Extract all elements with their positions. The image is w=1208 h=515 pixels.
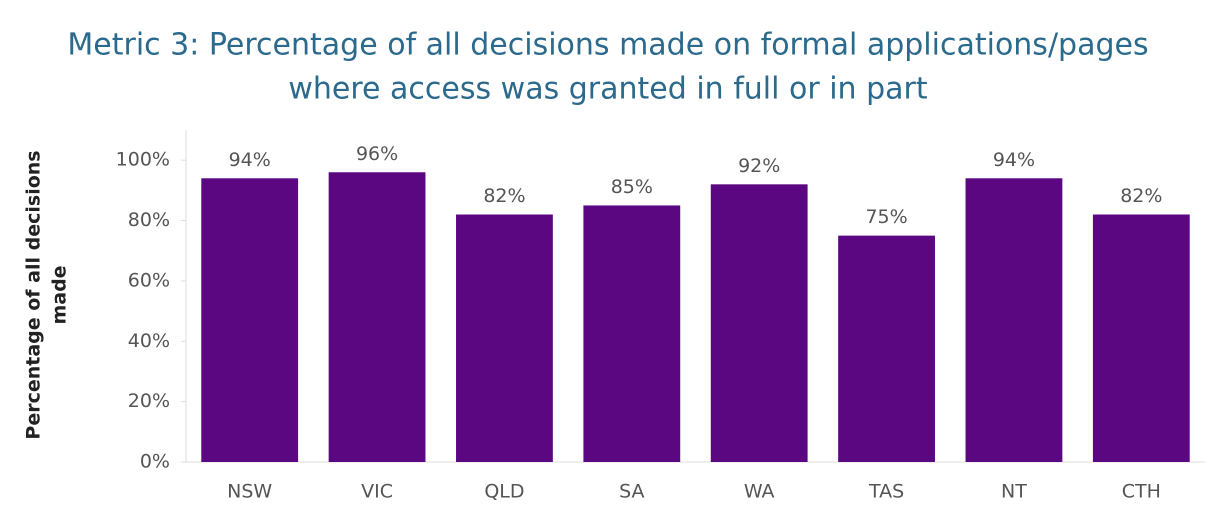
data-label: 96% bbox=[356, 143, 398, 165]
y-tick-label: 20% bbox=[128, 390, 170, 412]
data-label: 94% bbox=[993, 149, 1035, 171]
chart-title: Metric 3: Percentage of all decisions ma… bbox=[67, 28, 1148, 63]
x-tick-label: CTH bbox=[1122, 481, 1161, 503]
x-tick-label: NSW bbox=[227, 481, 272, 503]
chart-title: where access was granted in full or in p… bbox=[288, 72, 927, 107]
x-tick-label: WA bbox=[744, 481, 775, 503]
y-tick-label: 80% bbox=[128, 209, 170, 231]
data-label: 75% bbox=[865, 206, 907, 228]
y-tick-label: 40% bbox=[128, 330, 170, 352]
y-axis-title: Percentage of all decisions made bbox=[23, 150, 71, 439]
y-axis-title-line: made bbox=[49, 265, 71, 324]
bar bbox=[838, 235, 935, 462]
data-label: 82% bbox=[1120, 185, 1162, 207]
x-tick-label: TAS bbox=[868, 481, 904, 503]
bar bbox=[1092, 214, 1190, 462]
y-tick-label: 60% bbox=[128, 269, 170, 291]
data-label: 85% bbox=[611, 176, 653, 198]
y-tick-label: 100% bbox=[116, 149, 170, 171]
bar bbox=[201, 178, 299, 463]
x-tick-label: VIC bbox=[361, 481, 393, 503]
data-label: 94% bbox=[229, 149, 271, 171]
x-tick-label: NT bbox=[1001, 481, 1027, 503]
x-tick-label: SA bbox=[619, 481, 644, 503]
y-tick-label: 0% bbox=[140, 451, 170, 473]
bar bbox=[456, 214, 553, 462]
bar bbox=[965, 178, 1063, 463]
data-label: 82% bbox=[483, 185, 525, 207]
y-axis-title-line: Percentage of all decisions bbox=[23, 150, 45, 439]
bar bbox=[583, 205, 681, 463]
bar bbox=[710, 184, 808, 462]
data-label: 92% bbox=[738, 155, 780, 177]
x-tick-label: QLD bbox=[484, 481, 524, 503]
bar bbox=[328, 172, 426, 462]
